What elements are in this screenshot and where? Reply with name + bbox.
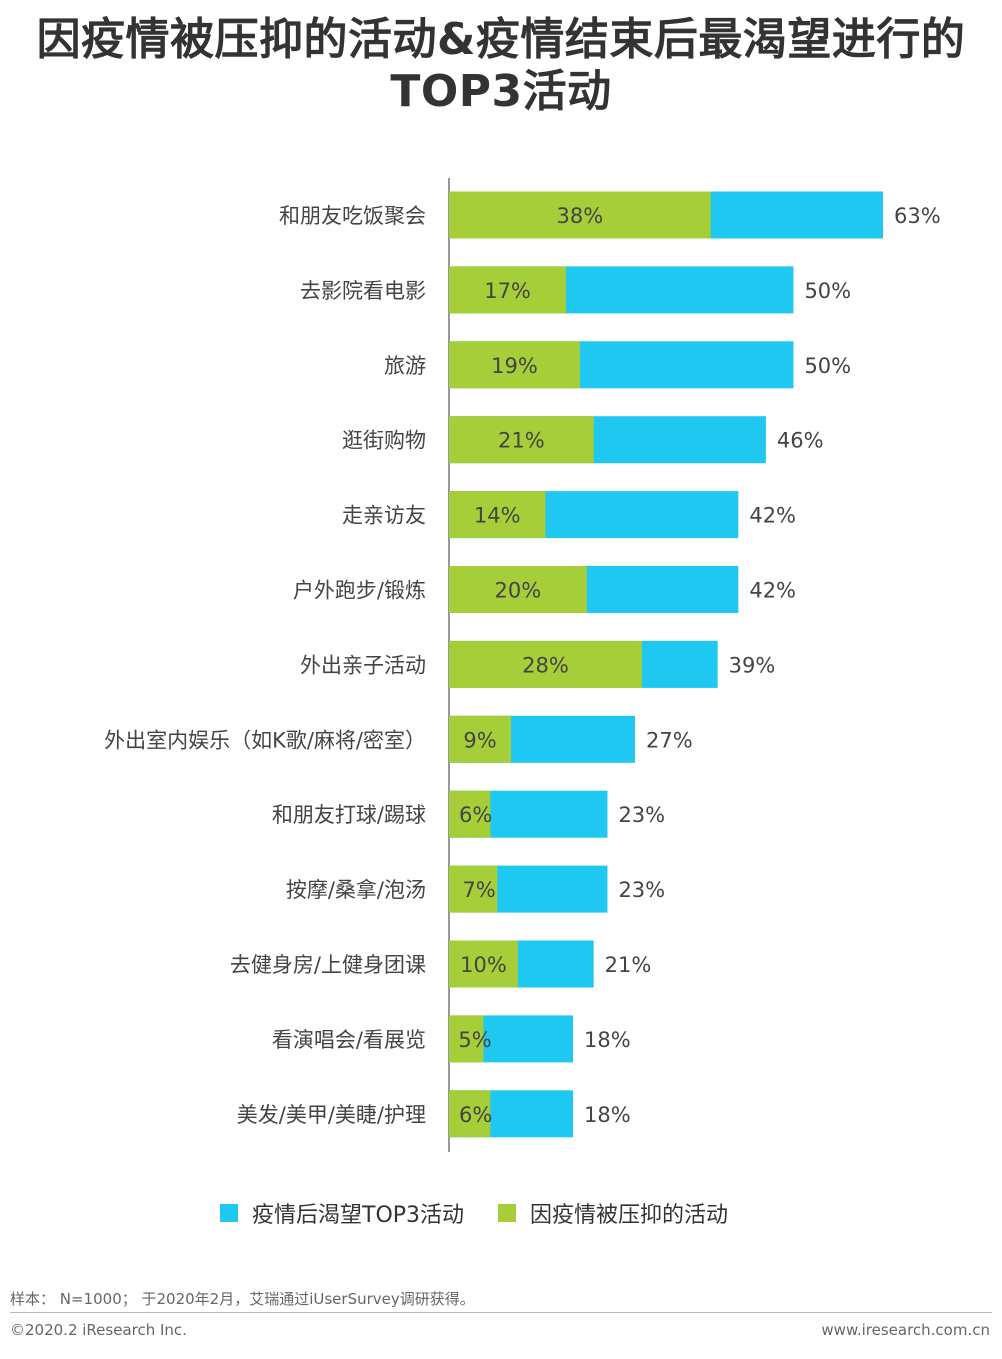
data-label-desired: 18%	[584, 1103, 631, 1127]
category-label: 外出室内娱乐（如K歌/麻将/密室）	[104, 728, 426, 752]
chart-legend: 疫情后渴望TOP3活动 因疫情被压抑的活动	[220, 1197, 762, 1229]
category-label: 去影院看电影	[300, 279, 426, 303]
bar-suppressed	[449, 1090, 491, 1138]
bar-suppressed	[449, 865, 498, 913]
bar-suppressed	[449, 491, 546, 539]
category-label: 户外跑步/锻炼	[293, 579, 426, 603]
category-label: 去健身房/上健身团课	[230, 953, 426, 977]
data-label-suppressed: 17%	[484, 279, 531, 303]
legend-item-suppressed: 因疫情被压抑的活动	[498, 1197, 728, 1229]
data-label-suppressed: 7%	[462, 878, 495, 902]
category-label: 外出亲子活动	[300, 653, 426, 677]
data-label-desired: 42%	[749, 579, 796, 603]
legend-swatch-desired	[220, 1204, 238, 1222]
bar-suppressed	[449, 715, 511, 763]
data-label-suppressed: 6%	[459, 803, 492, 827]
data-label-suppressed: 6%	[459, 1103, 492, 1127]
data-label-desired: 21%	[605, 953, 652, 977]
data-label-suppressed: 10%	[460, 953, 507, 977]
data-label-suppressed: 19%	[491, 354, 538, 378]
data-label-desired: 23%	[618, 878, 665, 902]
data-label-suppressed: 5%	[458, 1028, 491, 1052]
bar-suppressed	[449, 640, 642, 688]
bar-suppressed	[449, 790, 491, 838]
data-label-suppressed: 28%	[522, 653, 569, 677]
legend-label-suppressed: 因疫情被压抑的活动	[530, 1203, 729, 1228]
copyright: ©2020.2 iResearch Inc.	[10, 1321, 187, 1339]
data-label-suppressed: 14%	[474, 504, 521, 528]
chart-title-line-1: 因疫情被压抑的活动&疫情结束后最渴望进行的	[36, 14, 966, 65]
data-label-suppressed: 21%	[498, 429, 545, 453]
category-label: 和朋友打球/踢球	[272, 803, 426, 827]
legend-item-desired: 疫情后渴望TOP3活动	[220, 1197, 464, 1229]
data-label-desired: 42%	[749, 504, 796, 528]
data-label-desired: 50%	[804, 279, 851, 303]
category-label: 旅游	[384, 354, 426, 378]
data-label-suppressed: 9%	[463, 728, 496, 752]
bar-suppressed	[449, 191, 711, 239]
data-label-suppressed: 20%	[495, 579, 542, 603]
data-label-desired: 39%	[729, 653, 776, 677]
chart-title: 因疫情被压抑的活动&疫情结束后最渴望进行的 TOP3活动	[0, 14, 1002, 118]
bar-suppressed	[449, 940, 518, 988]
data-label-desired: 50%	[804, 354, 851, 378]
legend-label-desired: 疫情后渴望TOP3活动	[252, 1203, 465, 1228]
legend-swatch-suppressed	[498, 1204, 517, 1222]
bar-suppressed	[449, 1015, 484, 1063]
bar-suppressed	[449, 266, 567, 314]
chart-title-line-2: TOP3活动	[390, 66, 612, 117]
website-url: www.iresearch.com.cn	[821, 1321, 990, 1339]
data-label-desired: 27%	[646, 728, 693, 752]
category-label: 走亲访友	[342, 504, 426, 528]
data-label-desired: 63%	[894, 204, 941, 228]
category-label: 看演唱会/看展览	[272, 1028, 426, 1052]
bar-suppressed	[449, 341, 580, 389]
data-label-suppressed: 38%	[557, 204, 604, 228]
data-label-desired: 23%	[618, 803, 665, 827]
data-label-desired: 18%	[584, 1028, 631, 1052]
data-label-desired: 46%	[777, 429, 824, 453]
category-label: 美发/美甲/美睫/护理	[237, 1103, 426, 1127]
bar-suppressed	[449, 566, 587, 613]
sample-note: 样本： N=1000； 于2020年2月，艾瑞通过iUserSurvey调研获得…	[10, 1290, 475, 1308]
footer-divider	[10, 1312, 992, 1313]
category-label: 按摩/桑拿/泡汤	[286, 878, 426, 902]
category-label: 逛街购物	[342, 429, 426, 453]
bar-suppressed	[449, 416, 594, 464]
category-label: 和朋友吃饭聚会	[279, 204, 426, 228]
